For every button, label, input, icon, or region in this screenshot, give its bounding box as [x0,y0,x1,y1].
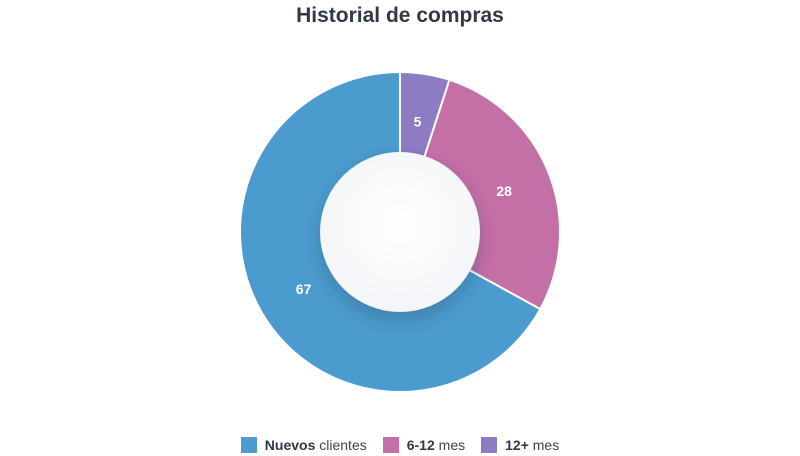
legend: Nuevos clientes 6-12 mes 12+ mes [0,437,800,453]
legend-label: Nuevos clientes [265,437,367,453]
legend-label: 12+ mes [505,437,559,453]
legend-label-rest: mes [434,437,466,453]
chart-title: Historial de compras [296,4,504,27]
legend-item-12-mas-mes[interactable]: 12+ mes [481,437,559,453]
legend-swatch [481,437,498,453]
legend-label: 6-12 mes [407,437,465,453]
donut-hole [320,152,480,312]
legend-label-rest: mes [528,437,560,453]
legend-label-rest: clientes [315,437,367,453]
legend-label-bold: 6-12 [406,437,435,453]
legend-swatch [382,437,399,453]
legend-item-6-12-mes[interactable]: 6-12 mes [382,437,465,453]
slice-labels-group: 5 28 67 [296,113,512,297]
legend-label-bold: 12+ [505,437,529,453]
legend-label-bold: Nuevos [264,437,316,453]
slice-label: 5 [414,113,422,129]
slice-label: 67 [296,281,312,297]
legend-swatch [240,437,257,453]
slice-label: 28 [496,183,512,199]
legend-item-nuevos-clientes[interactable]: Nuevos clientes [240,437,367,453]
